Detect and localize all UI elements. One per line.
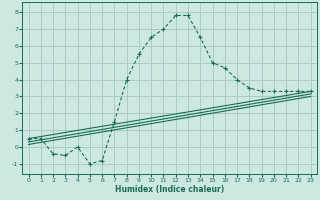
X-axis label: Humidex (Indice chaleur): Humidex (Indice chaleur) (115, 185, 224, 194)
